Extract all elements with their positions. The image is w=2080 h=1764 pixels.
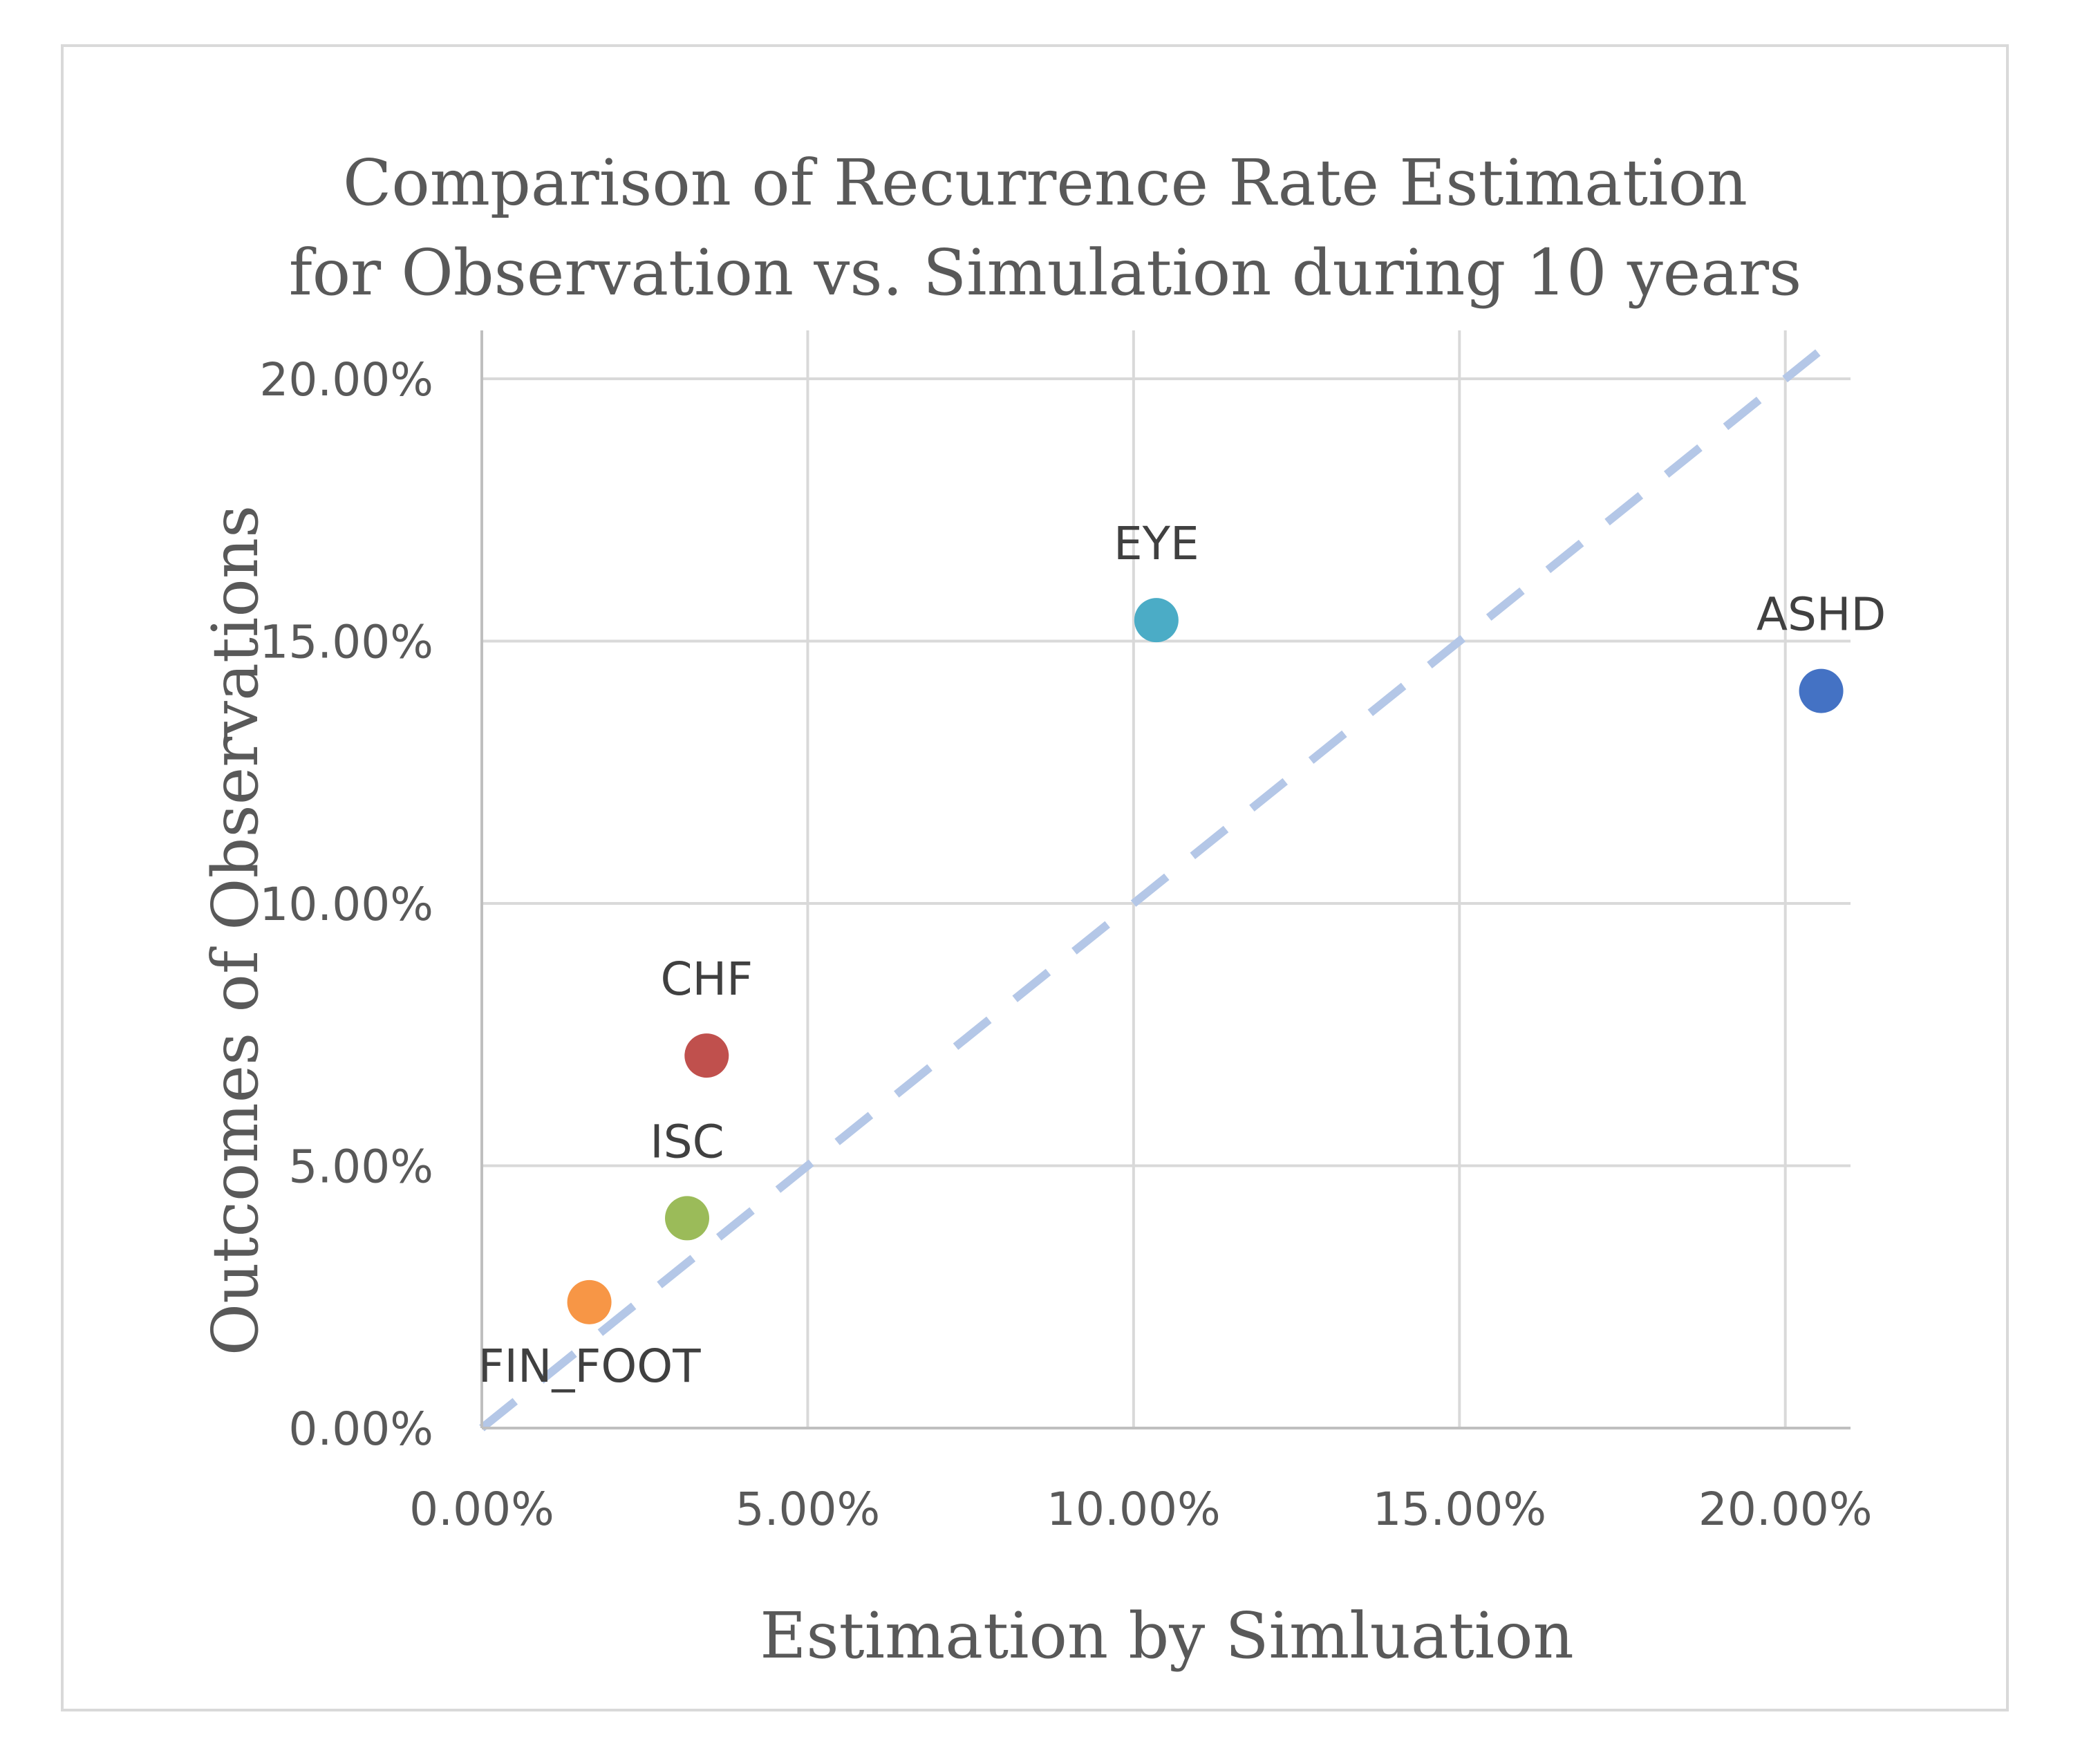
data-point-chf xyxy=(684,1033,729,1078)
y-tick-label: 10.00% xyxy=(259,878,433,931)
data-label-fin-foot: FIN_FOOT xyxy=(478,1340,702,1393)
y-axis-title: Outcomes of Observations xyxy=(198,505,272,1355)
chart-frame: Comparison of Recurrence Rate Estimation… xyxy=(61,44,2009,1711)
y-tick-label: 5.00% xyxy=(288,1141,433,1194)
x-axis-title: Estimation by Simluation xyxy=(760,1599,1574,1673)
reference-line-group xyxy=(479,349,1821,1432)
x-tick-label: 15.00% xyxy=(1372,1483,1546,1536)
data-points xyxy=(567,598,1844,1324)
y-tick-label: 20.00% xyxy=(259,353,433,406)
chart-text: Comparison of Recurrence Rate Estimation… xyxy=(198,146,1886,1673)
scatter-chart: Comparison of Recurrence Rate Estimation… xyxy=(198,146,1886,1673)
data-label-isc: ISC xyxy=(650,1115,724,1168)
x-tick-label: 20.00% xyxy=(1698,1483,1873,1536)
data-label-chf: CHF xyxy=(660,953,753,1006)
y-tick-label: 0.00% xyxy=(288,1402,433,1456)
data-label-ashd: ASHD xyxy=(1756,588,1886,641)
data-point-ashd xyxy=(1799,668,1844,713)
x-tick-label: 5.00% xyxy=(736,1483,881,1536)
data-point-isc xyxy=(665,1196,709,1241)
chart-title-line-2: for Observation vs. Simulation during 10… xyxy=(289,236,1802,310)
data-point-eye xyxy=(1134,598,1179,643)
chart-title-line-1: Comparison of Recurrence Rate Estimation xyxy=(343,146,1748,220)
x-tick-label: 0.00% xyxy=(409,1483,554,1536)
reference-line-dashed xyxy=(479,349,1821,1432)
data-label-eye: EYE xyxy=(1114,517,1199,570)
data-point-fin-foot xyxy=(567,1279,612,1324)
x-tick-label: 10.00% xyxy=(1047,1483,1221,1536)
grid xyxy=(482,330,1851,1428)
y-tick-label: 15.00% xyxy=(259,616,433,669)
axes xyxy=(480,330,1851,1429)
